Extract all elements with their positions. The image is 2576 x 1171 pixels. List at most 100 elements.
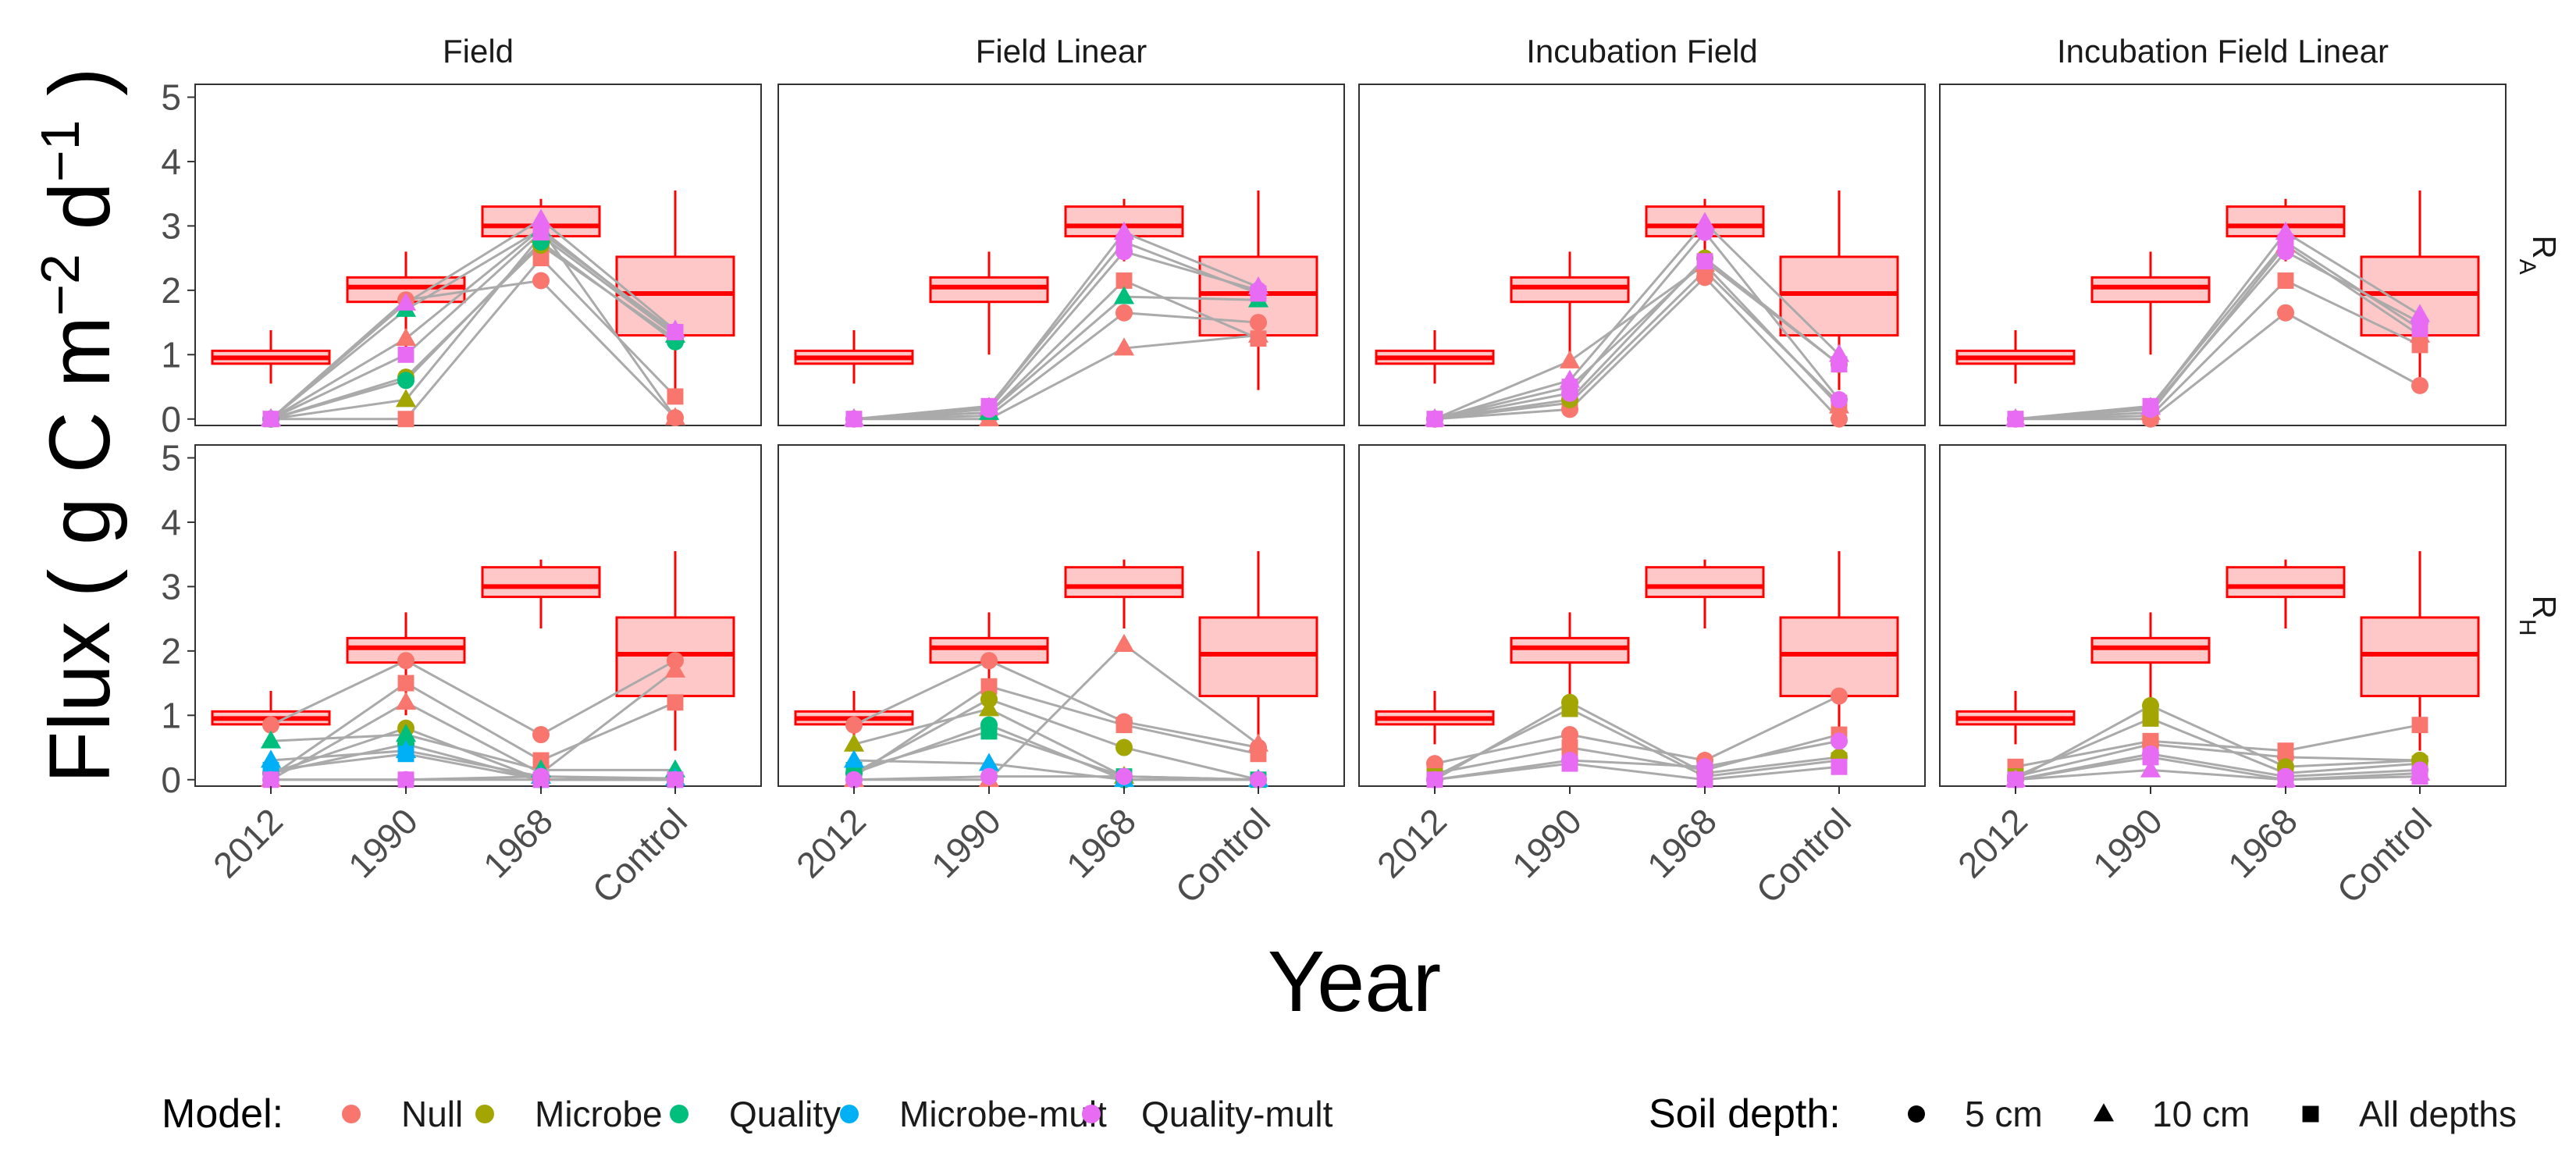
trajectory-line: [270, 279, 677, 420]
point-null-circle: [397, 652, 415, 670]
point-quality-mult-triangle: [2140, 759, 2161, 778]
legend-item-microbe: Microbe: [475, 1094, 663, 1134]
trajectory-line: [853, 295, 1259, 421]
legend-item-depth-1: 10 cm: [2093, 1094, 2250, 1134]
y-tick-label: 1: [161, 695, 181, 735]
x-tick-label: 1968: [1639, 800, 1724, 885]
point-null-square: [667, 388, 684, 405]
point-null-square: [532, 250, 550, 267]
trajectory-line: [2015, 240, 2421, 421]
boxplot-control: [1779, 190, 1899, 390]
box-body: [2090, 636, 2211, 664]
point-null-circle: [1831, 687, 1848, 705]
trajectory-line: [1434, 276, 1841, 421]
point-null-square: [397, 411, 415, 428]
trajectory-line: [2015, 768, 2421, 781]
point-microbe-mult-triangle: [843, 749, 865, 768]
point-quality-mult-circle: [1115, 767, 1133, 785]
panel-rh-field-linear: [777, 444, 1345, 788]
trajectory-line: [853, 685, 1259, 778]
trajectory-line: [854, 642, 1259, 781]
trajectory-line: [853, 311, 1259, 421]
point-quality-mult-square: [2411, 320, 2428, 337]
trajectory-line: [1434, 739, 1840, 781]
legend-depth-title: Soil depth:: [1649, 1091, 1841, 1137]
point-microbe-square: [2142, 710, 2159, 727]
trajectory-line: [270, 733, 675, 771]
x-tick-label: 2012: [1369, 800, 1454, 885]
point-quality-mult-square: [2142, 749, 2159, 766]
x-axis-title: Year: [1268, 934, 1441, 1030]
point-quality-mult-square: [1561, 755, 1578, 772]
point-quality-triangle: [260, 730, 282, 749]
x-tick-label: Control: [584, 800, 695, 911]
point-microbe-circle: [2142, 696, 2159, 714]
point-null-triangle: [1113, 633, 1135, 652]
legend-item-quality-mult: Quality-mult: [1082, 1094, 1333, 1134]
x-tick-label: 1990: [2085, 800, 2170, 885]
trajectory-line: [853, 240, 1259, 421]
facet-row-label-ra: RA: [2515, 235, 2564, 274]
x-tick-label: Control: [2329, 800, 2439, 911]
y-tick-label: 3: [161, 566, 181, 607]
x-tick-label: 1990: [1504, 800, 1589, 885]
boxplot-1990: [1510, 251, 1630, 355]
legend-key-microbe: [475, 1105, 494, 1123]
point-quality-mult-circle: [1696, 758, 1713, 776]
boxplot-2012: [1955, 329, 2076, 384]
y-tick-label: 4: [161, 502, 181, 543]
point-quality-mult-square: [1696, 253, 1713, 270]
y-tick-label: 0: [161, 399, 181, 440]
boxplot-1990: [929, 612, 1049, 716]
point-quality-mult-square: [1115, 233, 1133, 251]
point-null-square: [980, 678, 998, 695]
legend-key-quality: [670, 1105, 688, 1123]
x-tick-label: 2012: [205, 800, 290, 885]
legend-item-depth-2: All depths: [2302, 1094, 2517, 1134]
point-null-triangle: [664, 659, 686, 678]
point-null-triangle: [1247, 733, 1269, 752]
point-quality-mult-square: [1696, 771, 1713, 788]
panel-frame: [194, 84, 762, 426]
legend-label: All depths: [2359, 1094, 2517, 1134]
x-tick-label: 2012: [788, 800, 873, 885]
facet-title-incubation-field: Incubation Field: [1526, 33, 1758, 69]
point-quality-mult-square: [2007, 771, 2024, 788]
panel-frame: [1939, 444, 2507, 787]
point-quality-mult-square: [980, 397, 998, 415]
point-quality-mult-square: [667, 771, 684, 788]
point-null-circle: [2277, 304, 2294, 322]
point-microbe-triangle: [843, 733, 865, 752]
point-null-triangle: [1559, 350, 1581, 368]
y-axis-title: Flux ( g C m−2 d−1 ): [30, 67, 128, 784]
boxplot-1968: [481, 559, 601, 628]
panel-frame: [777, 84, 1345, 426]
legend-label: Null: [401, 1094, 463, 1134]
point-null-circle: [1831, 410, 1848, 428]
trajectory-line: [270, 218, 676, 420]
point-quality-mult-square: [262, 411, 279, 428]
y-tick-label: 1: [161, 334, 181, 375]
boxplot-2012: [211, 329, 331, 384]
point-null-circle: [532, 272, 550, 290]
point-null-triangle: [664, 407, 686, 425]
box-body: [1198, 616, 1318, 698]
point-quality-mult-triangle: [2409, 304, 2431, 322]
trajectory-line: [853, 698, 1259, 781]
point-quality-mult-square: [397, 771, 415, 788]
legend-key-quality-mult: [1082, 1105, 1101, 1123]
point-null-triangle: [395, 327, 417, 347]
trajectory-line: [270, 240, 676, 421]
box-body: [1510, 276, 1630, 304]
point-quality-triangle: [1113, 286, 1135, 304]
point-null-circle: [532, 726, 550, 744]
panel-frame: [194, 444, 762, 787]
trajectory-line: [853, 659, 1259, 749]
trajectory-line: [1434, 695, 1840, 765]
legend-key-microbe-mult: [840, 1105, 859, 1123]
point-quality-mult-circle: [1250, 771, 1267, 788]
boxplot-2012: [1955, 690, 2076, 745]
point-quality-mult-square: [1250, 285, 1267, 302]
trajectory-line: [270, 233, 676, 421]
panel-ra-incubation-field: [1358, 84, 1926, 428]
